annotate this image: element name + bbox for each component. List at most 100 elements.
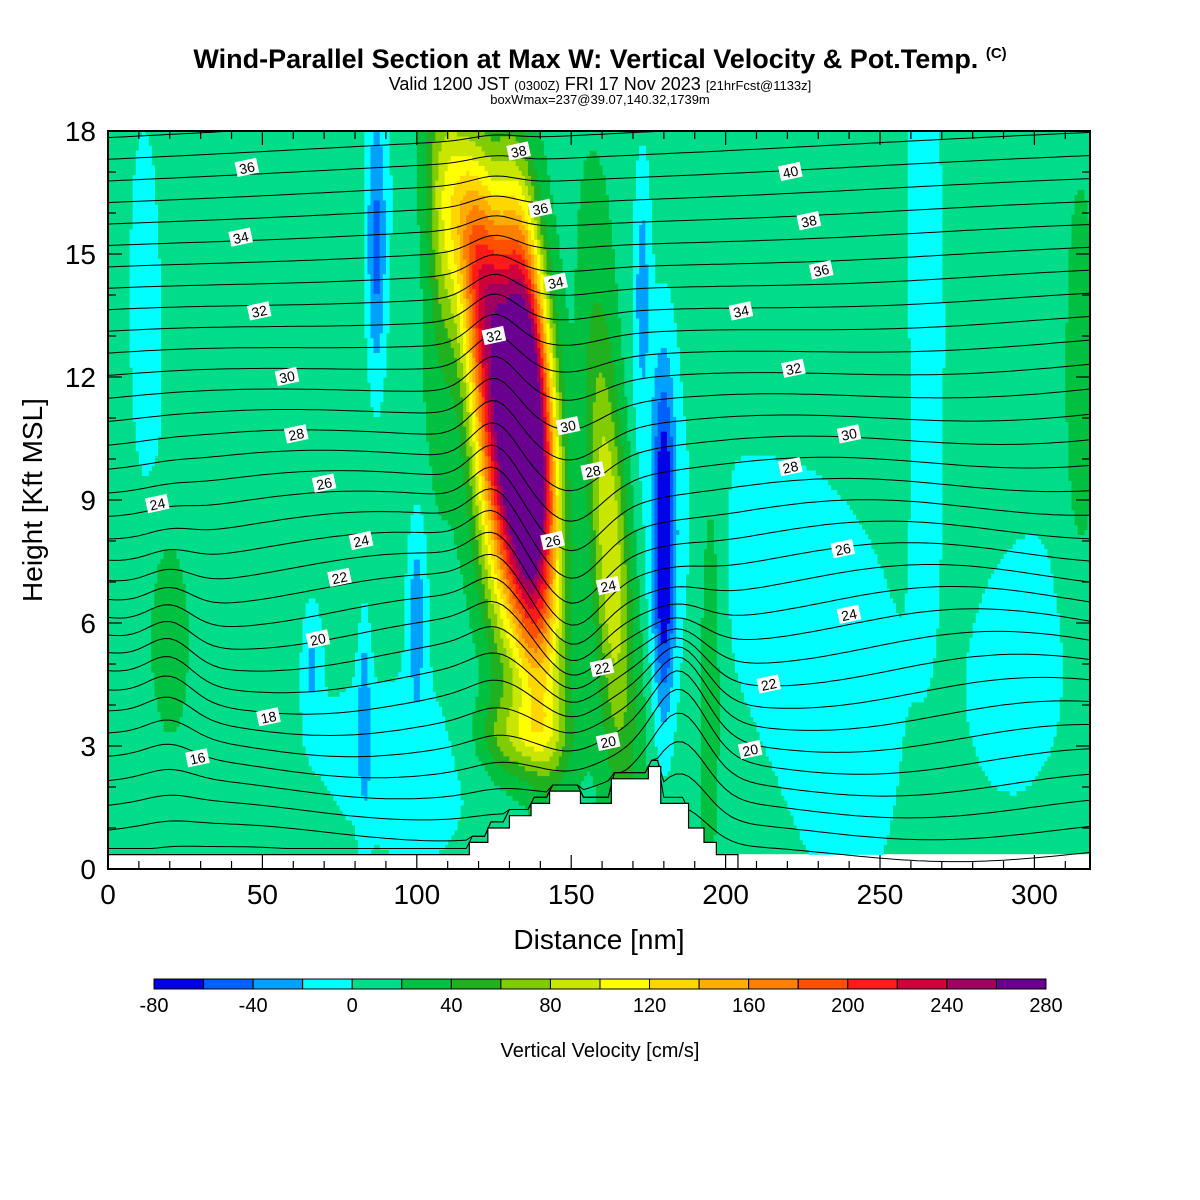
velocity-cell	[466, 298, 470, 329]
velocity-cell	[620, 357, 625, 447]
velocity-cell	[364, 131, 368, 339]
velocity-cell	[494, 268, 498, 285]
velocity-cell	[842, 854, 847, 869]
velocity-cell	[543, 352, 548, 373]
isentrope-line	[108, 178, 1090, 225]
velocity-cell	[759, 854, 764, 869]
velocity-cell	[506, 239, 511, 255]
velocity-cell	[509, 775, 514, 796]
velocity-cell	[512, 598, 517, 614]
svg-text:34: 34	[546, 273, 565, 292]
velocity-cell	[463, 327, 467, 353]
velocity-cell	[503, 283, 507, 304]
velocity-cell	[157, 258, 162, 437]
velocity-cell	[941, 303, 946, 368]
velocity-cell	[527, 229, 532, 245]
velocity-cell	[410, 578, 415, 678]
velocity-cell	[413, 559, 418, 703]
velocity-cell	[534, 731, 538, 752]
velocity-cell	[163, 549, 168, 732]
velocity-cell	[521, 209, 526, 226]
velocity-cell	[419, 667, 424, 855]
velocity-cell	[537, 288, 541, 304]
velocity-cell	[904, 593, 909, 718]
velocity-cell	[639, 367, 643, 481]
velocity-cell	[324, 686, 328, 786]
velocity-cell	[463, 131, 467, 137]
velocity-cell	[463, 298, 467, 329]
velocity-cell	[873, 554, 878, 855]
velocity-cell	[484, 135, 489, 157]
velocity-cell	[299, 652, 304, 713]
velocity-cell	[521, 249, 526, 260]
velocity-cell	[481, 165, 486, 186]
velocity-cell	[549, 377, 554, 403]
velocity-cell	[487, 175, 492, 191]
velocity-cell	[512, 613, 517, 624]
velocity-cell	[478, 421, 483, 447]
velocity-cell	[540, 377, 545, 398]
velocity-cell	[839, 854, 844, 869]
velocity-cell	[1071, 854, 1076, 869]
isentrope-label: 20	[737, 739, 763, 760]
velocity-cell	[506, 716, 511, 737]
velocity-cell	[778, 854, 782, 869]
velocity-cell	[527, 578, 532, 595]
velocity-cell	[552, 386, 557, 417]
svg-text:22: 22	[760, 675, 779, 694]
velocity-cell	[895, 613, 900, 786]
velocity-cell	[759, 455, 764, 742]
velocity-cell	[506, 180, 511, 196]
velocity-cell	[608, 342, 612, 403]
velocity-cell	[537, 632, 541, 649]
velocity-cell	[527, 746, 532, 757]
velocity-cell	[497, 224, 501, 240]
isentrope-line	[108, 377, 1090, 430]
velocity-cell	[358, 686, 362, 777]
velocity-cell	[515, 278, 520, 294]
velocity-cell	[540, 775, 545, 791]
velocity-cell	[524, 185, 529, 201]
isentrope-line	[108, 356, 1090, 401]
velocity-cell	[932, 131, 937, 659]
velocity-cell	[676, 347, 680, 531]
velocity-cell	[1074, 854, 1079, 869]
velocity-cell	[444, 288, 449, 329]
velocity-cell	[540, 662, 545, 732]
velocity-cell	[175, 559, 180, 727]
velocity-cell	[503, 254, 507, 270]
velocity-cell	[527, 268, 532, 280]
velocity-cell	[500, 539, 504, 555]
velocity-cell	[534, 131, 538, 171]
velocity-cell	[469, 175, 473, 191]
velocity-cell	[487, 219, 492, 235]
velocity-cell	[432, 131, 436, 142]
isentrope-line	[108, 313, 1090, 354]
velocity-cell	[546, 411, 551, 442]
velocity-cell	[494, 209, 498, 226]
velocity-cell	[521, 224, 526, 235]
velocity-cell	[481, 450, 486, 476]
velocity-cell	[870, 549, 875, 855]
velocity-cell	[490, 396, 495, 437]
velocity-cell	[444, 170, 449, 250]
velocity-cell	[521, 623, 526, 639]
velocity-cell	[842, 500, 847, 855]
velocity-cell	[913, 854, 918, 869]
velocity-cell	[317, 618, 322, 777]
velocity-cell	[527, 278, 532, 294]
velocity-cell	[1059, 854, 1063, 869]
velocity-cell	[734, 460, 739, 673]
velocity-cell	[518, 278, 523, 294]
velocity-cell	[512, 544, 517, 560]
velocity-cell	[515, 568, 520, 585]
velocity-cell	[537, 578, 541, 599]
velocity-cell	[524, 199, 529, 221]
velocity-cell	[747, 854, 751, 869]
velocity-cell	[549, 736, 554, 757]
velocity-cell	[540, 342, 545, 358]
svg-text:18: 18	[259, 708, 278, 727]
velocity-cell	[497, 268, 501, 285]
velocity-cell	[441, 190, 446, 221]
